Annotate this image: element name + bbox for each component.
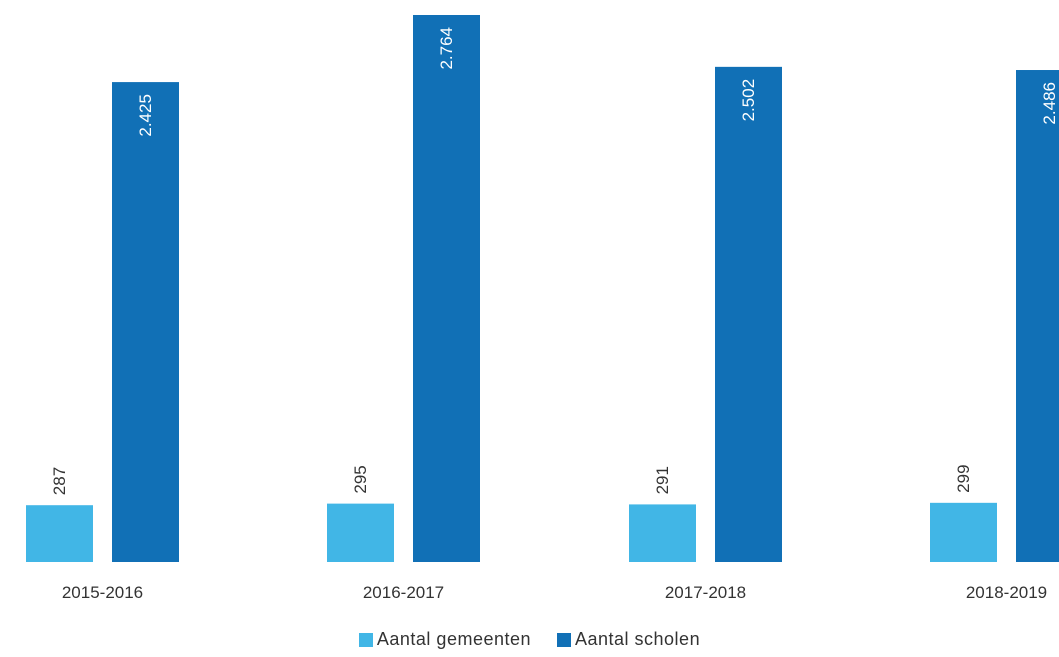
category-label-2016-2017: 2016-2017 [363,583,444,602]
chart-legend: Aantal gemeenten Aantal scholen [0,629,1059,650]
data-label-scholen-2016-2017: 2.764 [437,27,456,70]
data-label-gemeenten-2017-2018: 291 [653,466,672,494]
legend-swatch-gemeenten [358,632,373,647]
data-label-gemeenten-2016-2017: 295 [351,465,370,493]
legend-label-gemeenten: Aantal gemeenten [376,629,531,649]
bar-gemeenten-2017-2018 [629,504,696,562]
bar-chart: 287 2.425 2015-2016 295 2.764 2016-2017 291 2.5… [26,15,1059,602]
bar-scholen-2017-2018 [715,66,782,562]
data-label-gemeenten-2015-2016: 287 [50,467,69,495]
bar-gemeenten-2016-2017 [327,503,394,562]
data-label-scholen-2018-2019: 2.486 [1040,82,1059,125]
bar-gemeenten-2018-2019 [930,502,997,562]
data-label-gemeenten-2018-2019: 299 [954,464,973,492]
bar-scholen-2018-2019 [1016,70,1059,563]
legend-item-scholen: Aantal scholen [557,629,700,650]
category-label-2015-2016: 2015-2016 [62,583,143,602]
bar-gemeenten-2015-2016 [26,505,93,562]
category-label-2017-2018: 2017-2018 [665,583,746,602]
bar-scholen-2016-2017 [413,15,480,562]
data-label-scholen-2015-2016: 2.425 [136,94,155,137]
data-label-scholen-2017-2018: 2.502 [739,79,758,122]
legend-item-gemeenten: Aantal gemeenten [358,629,531,650]
category-label-2018-2019: 2018-2019 [966,583,1047,602]
legend-swatch-scholen [557,632,571,647]
bar-scholen-2015-2016 [112,82,179,563]
legend-label-scholen: Aantal scholen [575,629,701,649]
